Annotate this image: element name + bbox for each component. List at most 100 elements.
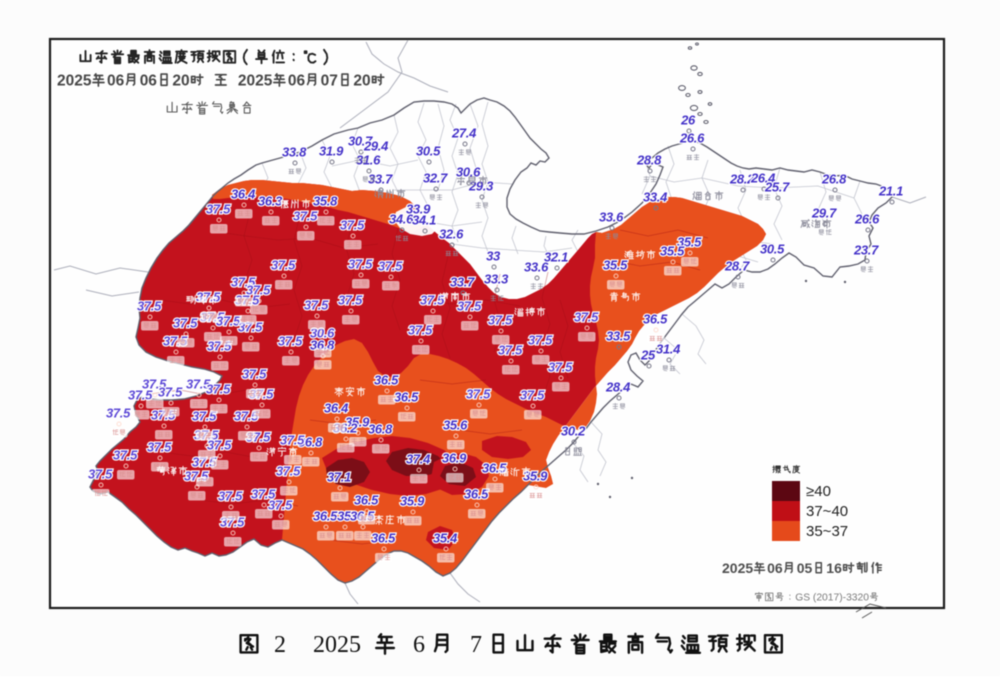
svg-text:37.5: 37.5 [304, 298, 329, 313]
svg-text:37.5: 37.5 [348, 257, 373, 272]
svg-text:33.4: 33.4 [643, 190, 668, 205]
svg-text:37.5: 37.5 [574, 310, 599, 325]
svg-text:21.1: 21.1 [878, 184, 903, 199]
svg-text:(2017)-3320: (2017)-3320 [813, 593, 869, 604]
svg-text:26.6: 26.6 [854, 212, 880, 227]
svg-text:29.4: 29.4 [363, 139, 389, 154]
svg-text:37.5: 37.5 [293, 209, 318, 224]
svg-text:33: 33 [486, 249, 501, 264]
svg-text:36.8: 36.8 [298, 435, 323, 450]
svg-text:36.5: 36.5 [374, 373, 399, 388]
svg-text:37.5: 37.5 [268, 498, 293, 513]
svg-text:07: 07 [321, 72, 338, 89]
svg-text:36.4: 36.4 [231, 187, 256, 202]
svg-text:23.7: 23.7 [853, 243, 879, 258]
svg-text:33.7: 33.7 [450, 275, 475, 290]
svg-text:37.5: 37.5 [251, 487, 276, 502]
svg-text:33.7: 33.7 [368, 172, 393, 187]
svg-text:28.2: 28.2 [729, 172, 755, 187]
svg-text:GS: GS [795, 593, 810, 604]
svg-text:37.5: 37.5 [173, 316, 198, 331]
svg-text:36.5: 36.5 [464, 487, 489, 502]
svg-text:33.8: 33.8 [282, 145, 307, 160]
svg-text:37.5: 37.5 [457, 299, 482, 314]
svg-text:06: 06 [288, 72, 306, 89]
svg-text:2025: 2025 [238, 72, 273, 89]
svg-text:37.5: 37.5 [378, 259, 403, 274]
svg-text:32.6: 32.6 [439, 227, 464, 242]
svg-text:28.7: 28.7 [724, 259, 750, 274]
svg-text:37.5: 37.5 [548, 360, 573, 375]
svg-text:36.4: 36.4 [324, 401, 349, 416]
svg-text:37.5: 37.5 [218, 489, 243, 504]
svg-text:35.6: 35.6 [443, 418, 468, 433]
svg-text:37.5: 37.5 [186, 377, 211, 392]
svg-text:35.5: 35.5 [677, 235, 702, 250]
svg-text:32.7: 32.7 [423, 171, 448, 186]
svg-text:36.5: 36.5 [394, 390, 419, 405]
svg-text:33.6: 33.6 [524, 260, 549, 275]
svg-text:26.8: 26.8 [821, 172, 847, 187]
svg-text:36.3: 36.3 [258, 194, 283, 209]
svg-text:30.6: 30.6 [456, 165, 481, 180]
svg-text:28.4: 28.4 [605, 380, 631, 395]
svg-text:36.5: 36.5 [482, 461, 507, 476]
svg-text:36.5: 36.5 [643, 312, 668, 327]
svg-text:28.8: 28.8 [636, 153, 662, 168]
svg-text:30.2: 30.2 [561, 424, 586, 439]
svg-text:37.5: 37.5 [207, 438, 232, 453]
svg-text:37.5: 37.5 [137, 299, 162, 314]
svg-text:37.5: 37.5 [142, 377, 167, 392]
svg-text:7: 7 [470, 632, 482, 658]
svg-text:37.5: 37.5 [408, 323, 433, 338]
svg-text:37.5: 37.5 [106, 406, 131, 421]
svg-text:35.9: 35.9 [400, 494, 425, 509]
svg-text:16: 16 [826, 560, 842, 576]
svg-text:30.5: 30.5 [416, 144, 441, 159]
svg-text:37.4: 37.4 [406, 452, 431, 467]
svg-text:37.5: 37.5 [466, 387, 491, 402]
svg-text:37.5: 37.5 [216, 314, 241, 329]
svg-text:33.3: 33.3 [484, 272, 509, 287]
svg-text:37.5: 37.5 [528, 333, 553, 348]
svg-text:37.5: 37.5 [280, 433, 305, 448]
svg-text:37.5: 37.5 [271, 258, 296, 273]
svg-text:34.6: 34.6 [389, 212, 414, 227]
svg-text:37.1: 37.1 [327, 470, 351, 485]
svg-text:37.5: 37.5 [113, 448, 138, 463]
svg-text:2: 2 [274, 632, 286, 658]
svg-text:31.4: 31.4 [656, 342, 681, 357]
svg-text:33.5: 33.5 [606, 329, 631, 344]
svg-text:31.9: 31.9 [319, 144, 344, 159]
svg-text:35: 35 [337, 509, 352, 524]
svg-text:37.5: 37.5 [206, 382, 231, 397]
svg-text:20: 20 [353, 72, 370, 89]
svg-text:≥40: ≥40 [806, 483, 831, 500]
svg-text:37.5: 37.5 [206, 202, 231, 217]
svg-text:34.1: 34.1 [412, 213, 436, 228]
svg-text:37.5: 37.5 [276, 464, 301, 479]
svg-text:2025: 2025 [57, 72, 92, 89]
svg-text:37.5: 37.5 [498, 343, 523, 358]
svg-text:25: 25 [640, 348, 656, 363]
svg-text:37.5: 37.5 [242, 367, 267, 382]
svg-text:26.4: 26.4 [750, 171, 776, 186]
svg-text:37.5: 37.5 [340, 218, 365, 233]
svg-text:36.9: 36.9 [442, 451, 467, 466]
svg-text:06: 06 [140, 72, 158, 89]
svg-text:37.5: 37.5 [520, 388, 545, 403]
svg-text:37.5: 37.5 [488, 313, 513, 328]
svg-text:36.8: 36.8 [368, 422, 393, 437]
svg-text:35.9: 35.9 [345, 415, 370, 430]
svg-text:2025: 2025 [313, 632, 361, 658]
svg-text:36.5: 36.5 [371, 531, 396, 546]
svg-text:05: 05 [797, 560, 813, 576]
svg-text:30.5: 30.5 [760, 242, 785, 257]
svg-text:37.5: 37.5 [338, 293, 363, 308]
svg-text:6: 6 [413, 632, 425, 658]
svg-text:37~40: 37~40 [806, 503, 848, 520]
svg-text:27.4: 27.4 [451, 126, 477, 141]
svg-text:35.5: 35.5 [603, 258, 628, 273]
svg-text:06: 06 [767, 560, 783, 576]
svg-text:20: 20 [172, 72, 189, 89]
